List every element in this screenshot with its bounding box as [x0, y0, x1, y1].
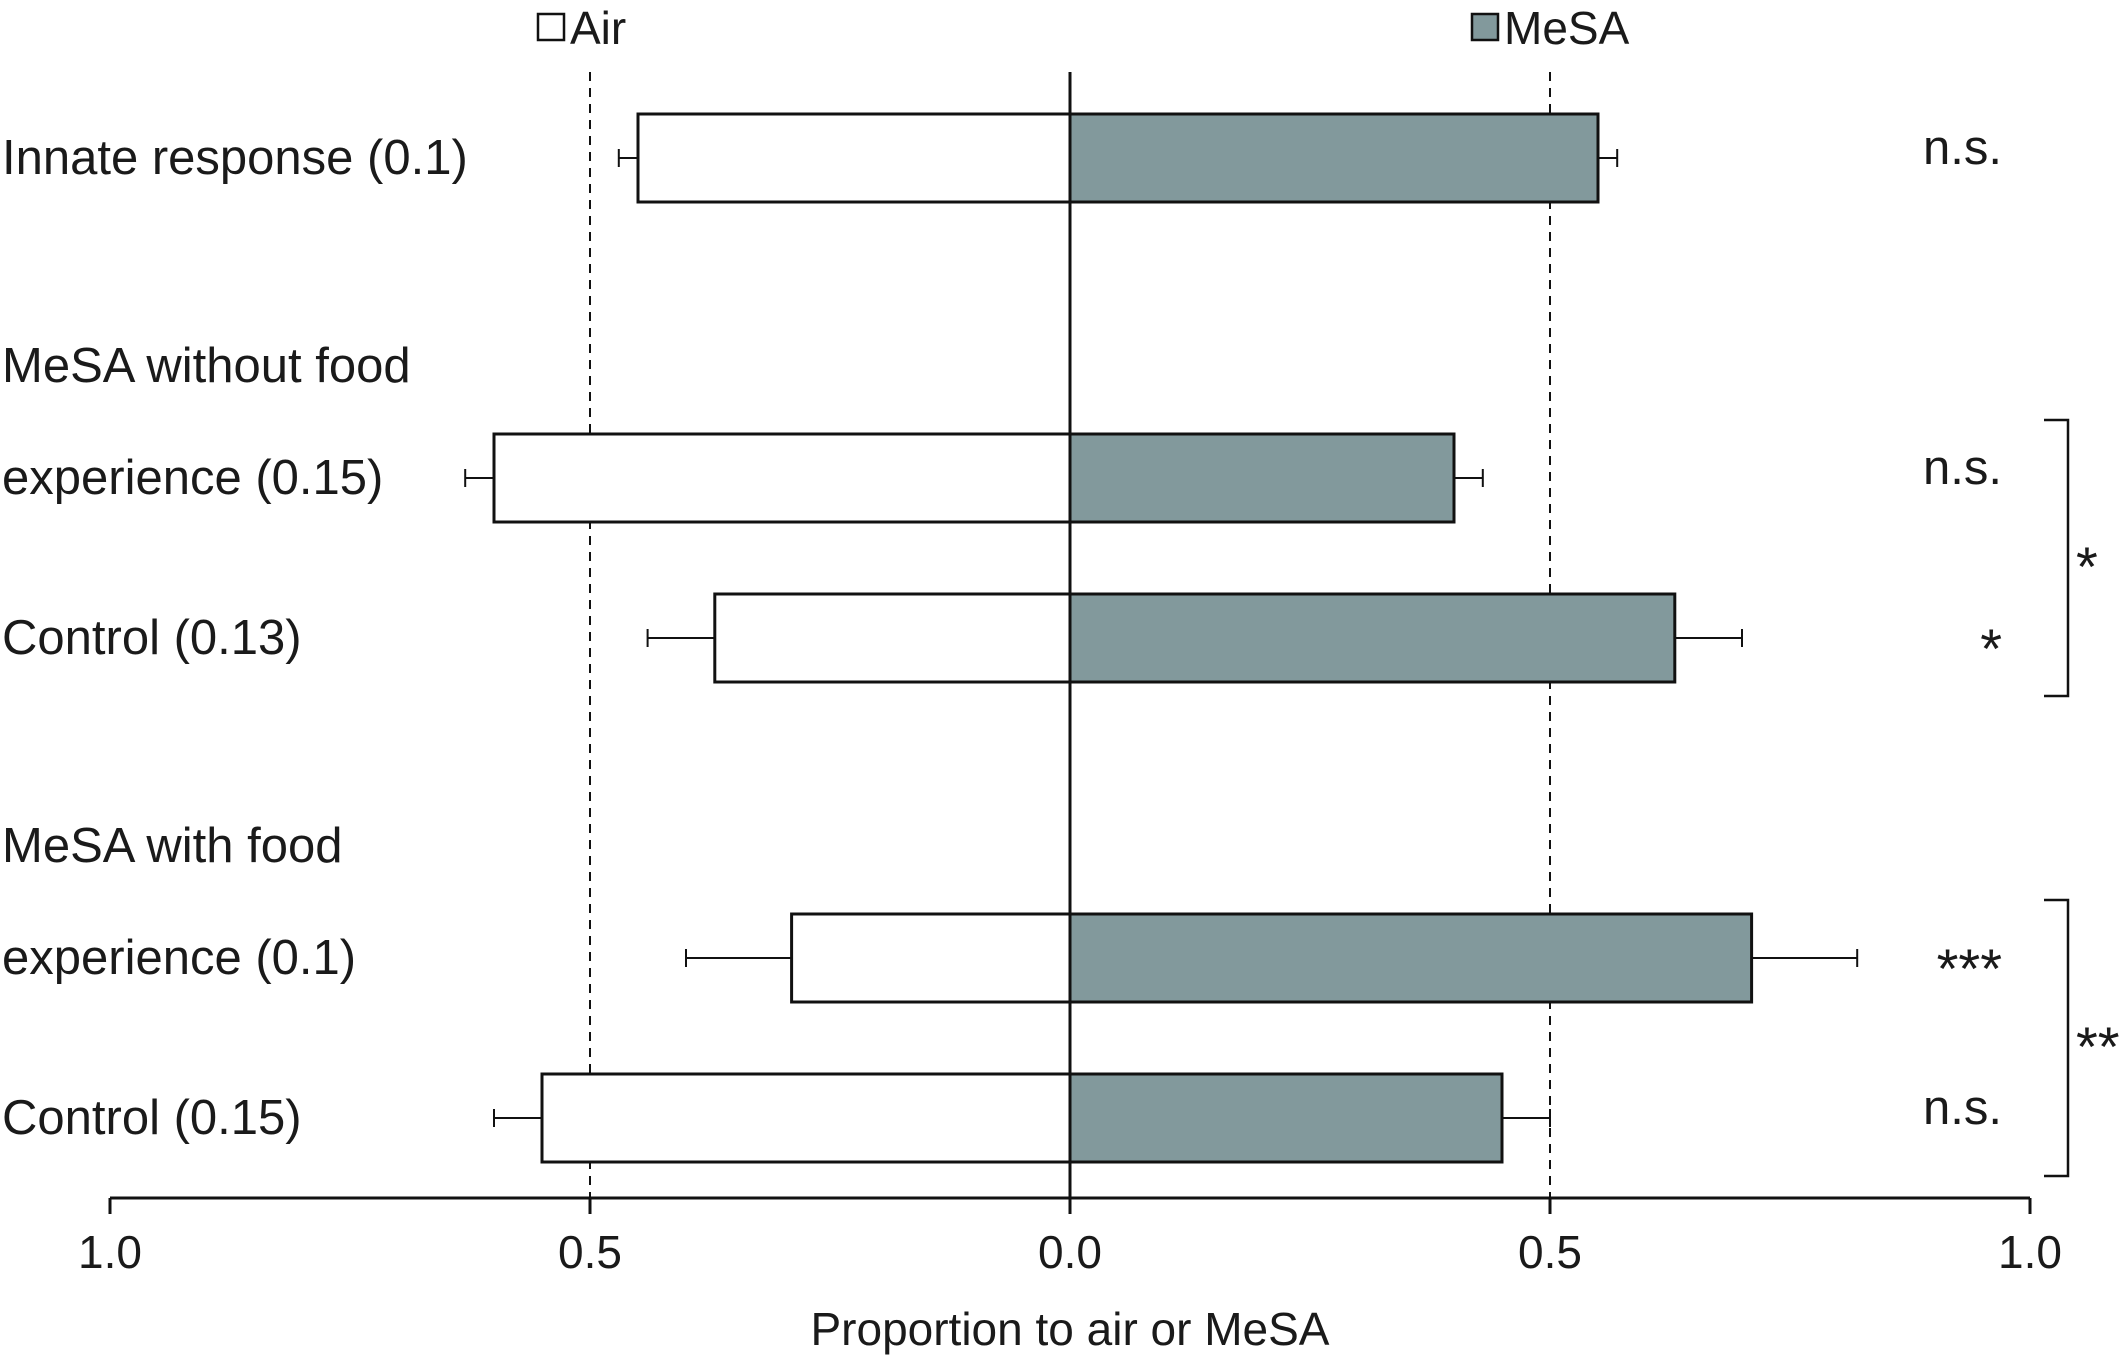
row-label-4-0: Control (0.15): [2, 1091, 302, 1145]
row-label-3-0: MeSA with food: [2, 819, 342, 873]
x-axis-label: Proportion to air or MeSA: [810, 1303, 1329, 1355]
bracket-0: [2044, 418, 2070, 698]
bar-air-1: [492, 432, 1072, 524]
bracket-sig-0: *: [2076, 535, 2098, 598]
bar-air-3: [790, 912, 1072, 1004]
legend-label-air: Air: [570, 2, 626, 54]
bar-mesa-2: [1068, 592, 1677, 684]
row-labels: Innate response (0.1) MeSA without food ex…: [2, 131, 468, 1145]
sig-label-2: *: [1980, 617, 2002, 680]
x-tick-label-4: 1.0: [1998, 1226, 2062, 1278]
bar-air-0: [636, 112, 1072, 204]
bar-mesa-3: [1068, 912, 1754, 1004]
sig-label-1: n.s.: [1923, 441, 2002, 495]
sig-label-3: ***: [1937, 937, 2002, 1000]
legend-swatch-air: [536, 12, 566, 42]
x-tick-label-0: 1.0: [78, 1226, 142, 1278]
row-label-0-0: Innate response (0.1): [2, 131, 468, 185]
sig-label-0: n.s.: [1923, 121, 2002, 175]
row-label-1-0: MeSA without food: [2, 339, 411, 393]
row-label-1-1: experience (0.15): [2, 451, 383, 505]
bar-air-4: [540, 1072, 1072, 1164]
x-tick-label-1: 0.5: [558, 1226, 622, 1278]
sig-label-4: n.s.: [1923, 1081, 2002, 1135]
legend-swatch-mesa: [1470, 12, 1500, 42]
x-tick-label-3: 0.5: [1518, 1226, 1582, 1278]
row-label-3-1: experience (0.1): [2, 931, 356, 985]
bar-air-2: [713, 592, 1072, 684]
bracket-1: [2044, 898, 2070, 1178]
bars: [464, 112, 1859, 1164]
row-label-2-0: Control (0.13): [2, 611, 302, 665]
bar-mesa-0: [1068, 112, 1600, 204]
significance-labels: n.s.n.s.****n.s.***: [1923, 121, 2120, 1178]
x-tick-label-2: 0.0: [1038, 1226, 1102, 1278]
bar-mesa-4: [1068, 1072, 1504, 1164]
legend: Air MeSA: [536, 2, 1630, 54]
bracket-sig-1: **: [2076, 1015, 2120, 1078]
legend-label-mesa: MeSA: [1504, 2, 1630, 54]
bar-mesa-1: [1068, 432, 1456, 524]
x-axis: 1.0 0.5 0.0 0.5 1.0: [78, 72, 2062, 1278]
